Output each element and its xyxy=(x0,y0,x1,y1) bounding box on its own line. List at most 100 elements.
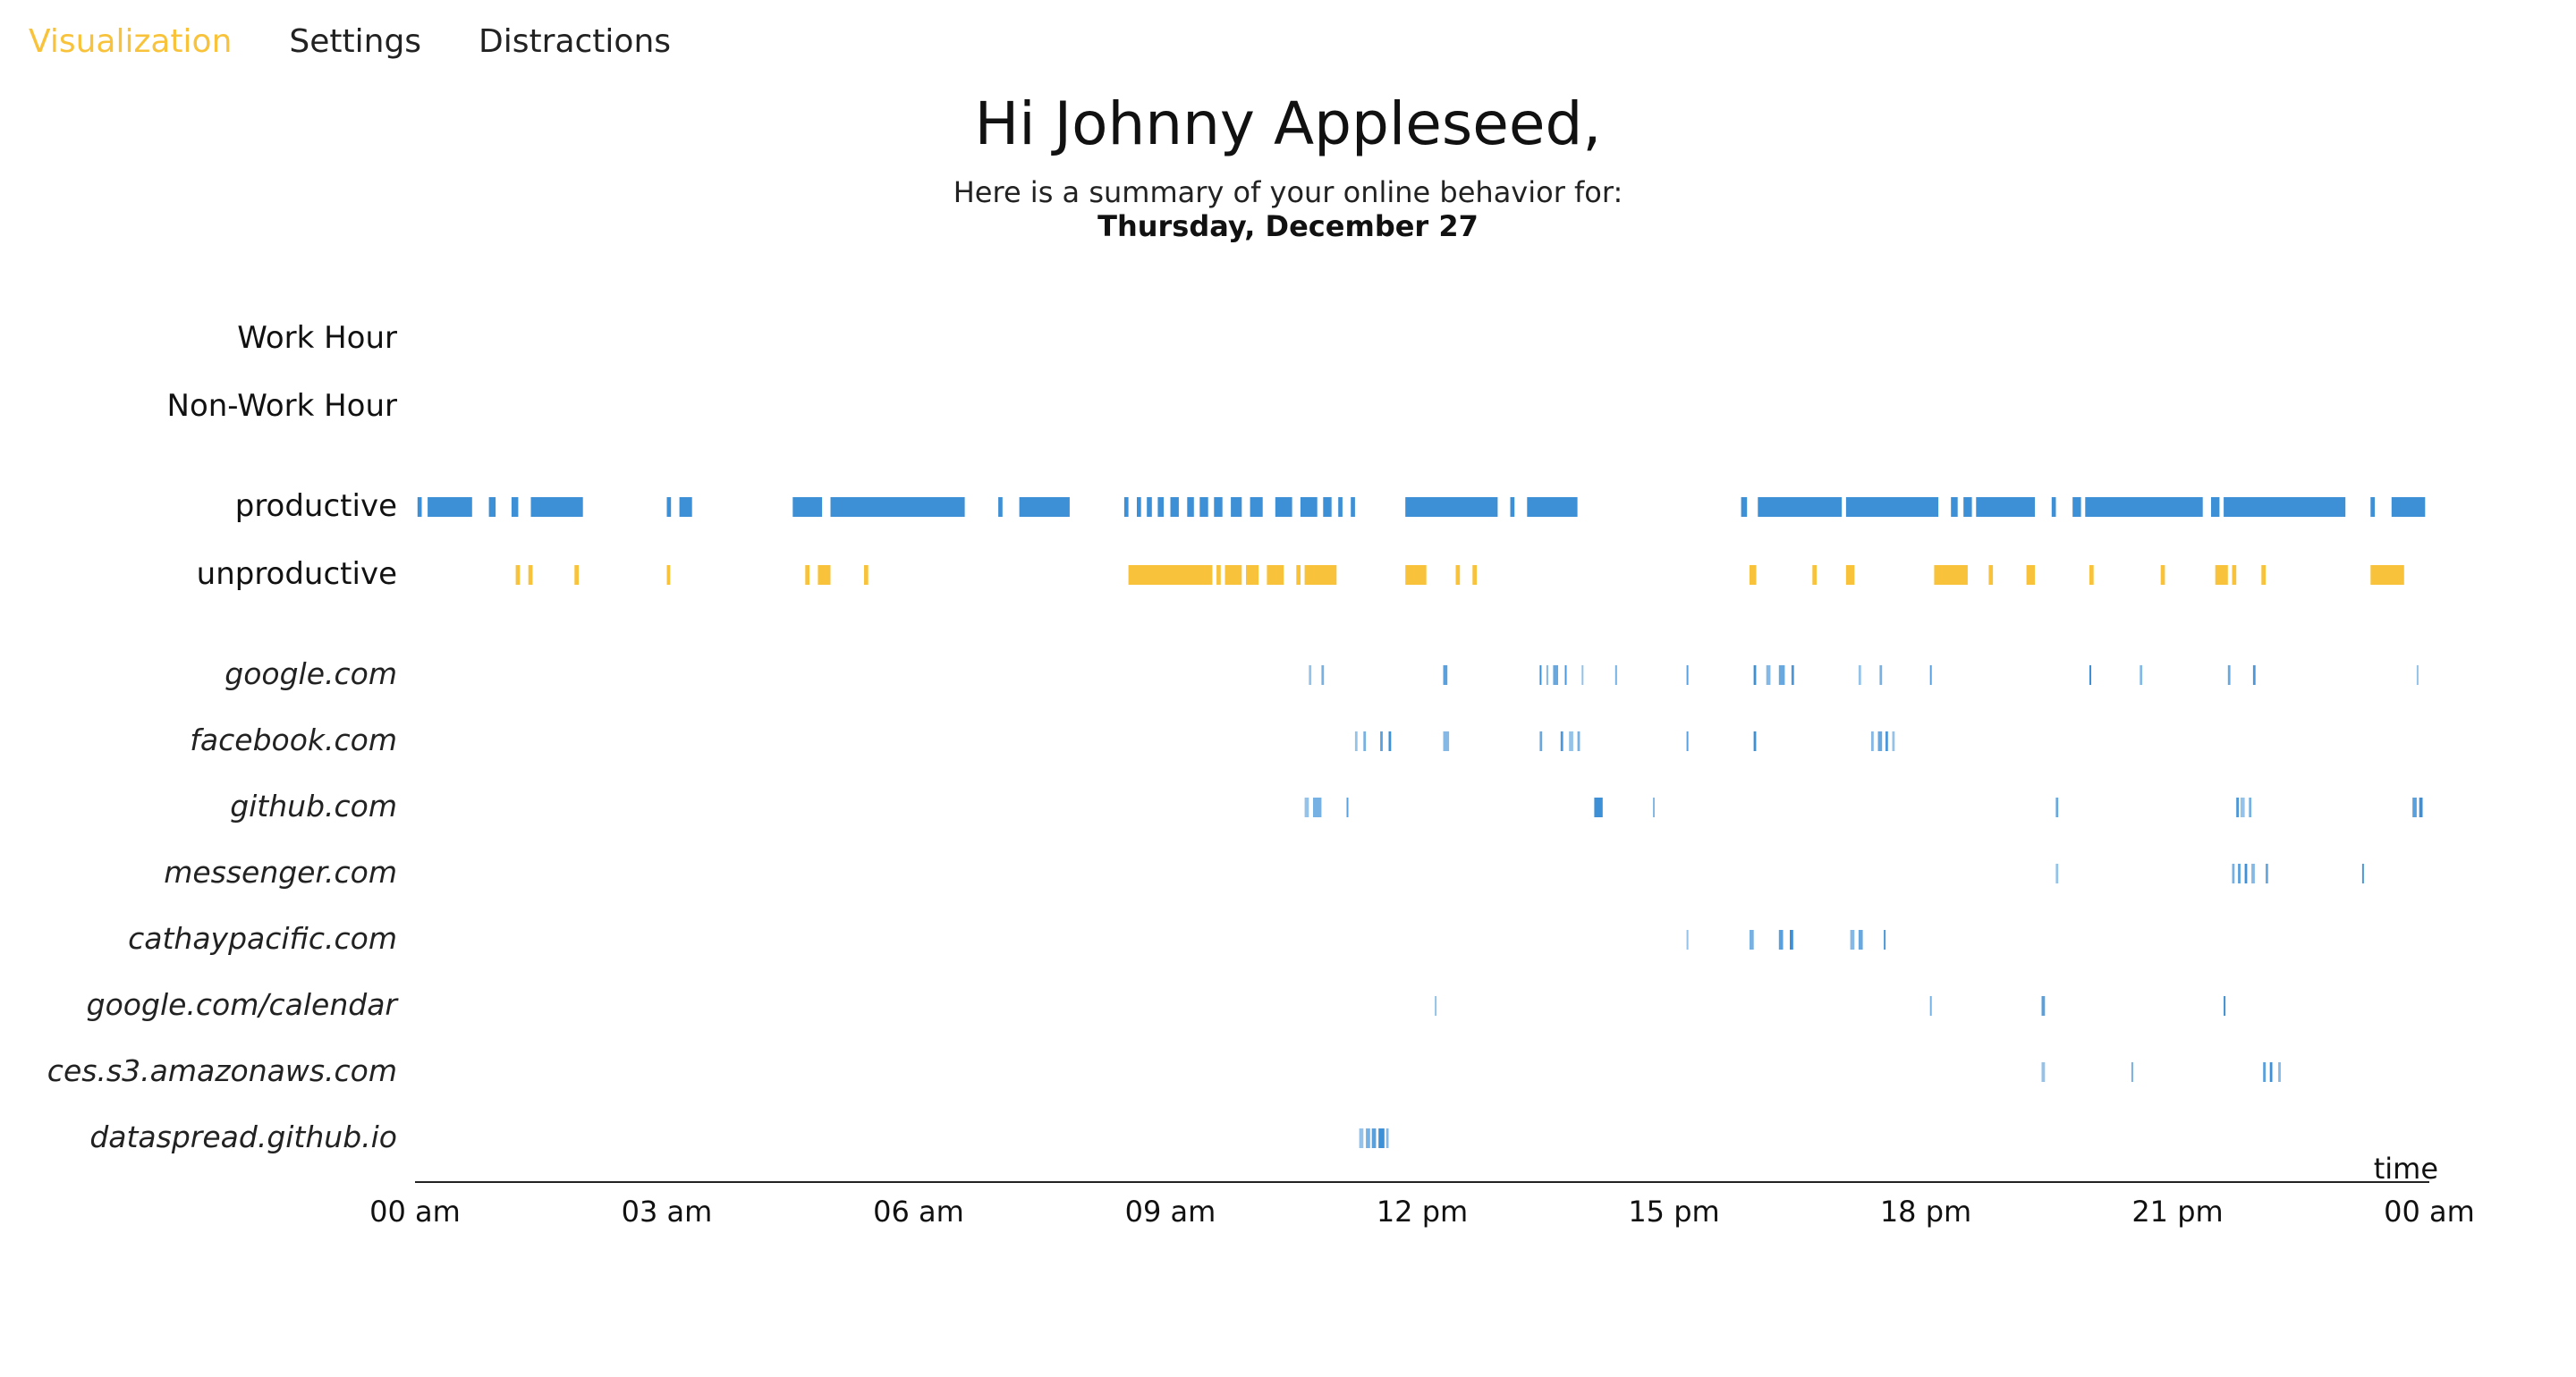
event-bar xyxy=(2224,996,2226,1016)
event-bar xyxy=(1885,731,1888,751)
event-bar xyxy=(1741,497,1748,517)
event-bar xyxy=(679,497,692,517)
event-bar xyxy=(1435,996,1437,1016)
event-bar xyxy=(2266,864,2268,883)
row-label-google-com: google.com xyxy=(225,656,397,691)
event-bar xyxy=(2238,864,2241,883)
event-bar xyxy=(1929,665,1932,685)
event-bar xyxy=(805,565,809,585)
event-bar xyxy=(1385,1128,1389,1148)
row-label-cathaypacific-com: cathaypacific.com xyxy=(128,921,397,956)
x-tick-label: 15 pm xyxy=(1628,1195,1720,1229)
event-bar xyxy=(1309,665,1312,685)
event-bar xyxy=(666,565,671,585)
event-bar xyxy=(1346,798,1349,817)
event-bar xyxy=(1850,930,1855,950)
event-bar xyxy=(1884,930,1886,950)
nav-settings[interactable]: Settings xyxy=(289,23,422,60)
event-bar xyxy=(1216,565,1221,585)
event-bar xyxy=(1546,665,1548,685)
event-bar xyxy=(1231,497,1242,517)
event-bar xyxy=(2251,864,2255,883)
event-bar xyxy=(1581,665,1584,685)
event-bar xyxy=(666,497,672,517)
event-bar xyxy=(1170,497,1179,517)
event-bar xyxy=(2249,798,2252,817)
event-bar xyxy=(1766,665,1771,685)
event-bar xyxy=(1351,497,1355,517)
event-bar xyxy=(2211,497,2220,517)
event-bar xyxy=(1560,731,1563,751)
event-bar xyxy=(1527,497,1578,517)
event-bar xyxy=(1750,930,1754,950)
event-bar xyxy=(2416,665,2419,685)
event-bar xyxy=(2232,565,2237,585)
event-bar xyxy=(1187,497,1194,517)
event-bar xyxy=(1354,731,1358,751)
event-bar xyxy=(2085,497,2203,517)
event-bar xyxy=(1296,565,1301,585)
event-bar xyxy=(1157,497,1164,517)
event-bar xyxy=(1988,565,1994,585)
event-bar xyxy=(515,565,521,585)
x-tick-label: 12 pm xyxy=(1376,1195,1469,1229)
event-bar xyxy=(1614,665,1617,685)
event-bar xyxy=(2224,497,2346,517)
event-bar xyxy=(1371,1128,1377,1148)
event-bar xyxy=(488,497,496,517)
event-bar xyxy=(2261,565,2266,585)
event-bar xyxy=(2370,565,2404,585)
event-bar xyxy=(1858,930,1863,950)
event-bar xyxy=(428,497,472,517)
row-label-google-com-calendar: google.com/calendar xyxy=(86,987,397,1022)
event-bar xyxy=(1123,497,1129,517)
event-bar xyxy=(1594,798,1603,817)
event-bar xyxy=(1405,565,1427,585)
event-bar xyxy=(1405,497,1498,517)
event-bar xyxy=(830,497,965,517)
event-bar xyxy=(1443,731,1450,751)
event-bar xyxy=(1845,565,1855,585)
x-axis-label: time xyxy=(2373,1152,2438,1186)
event-bar xyxy=(1653,798,1655,817)
event-bar xyxy=(1871,731,1874,751)
event-bar xyxy=(2026,565,2035,585)
event-bar xyxy=(1363,731,1367,751)
event-bar xyxy=(2041,996,2046,1016)
event-bar xyxy=(818,565,831,585)
event-bar xyxy=(1951,497,1958,517)
event-bar xyxy=(1275,497,1292,517)
event-bar xyxy=(1378,1128,1385,1148)
nav-distractions[interactable]: Distractions xyxy=(479,23,672,60)
event-bar xyxy=(574,565,579,585)
x-tick-label: 00 am xyxy=(369,1195,461,1229)
event-bar xyxy=(2419,798,2423,817)
event-bar xyxy=(1539,731,1543,751)
event-bar xyxy=(1758,497,1843,517)
event-bar xyxy=(1338,497,1343,517)
event-bar xyxy=(1304,565,1337,585)
event-bar xyxy=(1323,497,1332,517)
event-bar xyxy=(1686,731,1689,751)
greeting-title: Hi Johnny Appleseed, xyxy=(974,89,1602,158)
event-bar xyxy=(1877,731,1883,751)
event-bar xyxy=(1300,497,1318,517)
event-bar xyxy=(1686,930,1689,950)
event-bar xyxy=(511,497,519,517)
event-bar xyxy=(2072,497,2081,517)
event-bar xyxy=(1128,565,1213,585)
row-label-ces-s3-amazonaws-com: ces.s3.amazonaws.com xyxy=(47,1053,397,1088)
event-bar xyxy=(1388,731,1392,751)
event-bar xyxy=(1934,565,1968,585)
event-bar xyxy=(2244,864,2248,883)
event-bar xyxy=(1321,665,1325,685)
event-bar xyxy=(1750,565,1757,585)
event-bar xyxy=(2055,864,2059,883)
row-label-work-hour: Work Hour xyxy=(237,320,397,356)
event-bar xyxy=(1304,798,1309,817)
event-bar xyxy=(417,497,422,517)
nav-visualization[interactable]: Visualization xyxy=(29,23,233,60)
event-bar xyxy=(2263,1062,2266,1082)
x-tick-label: 21 pm xyxy=(2131,1195,2224,1229)
event-bar xyxy=(1845,497,1939,517)
